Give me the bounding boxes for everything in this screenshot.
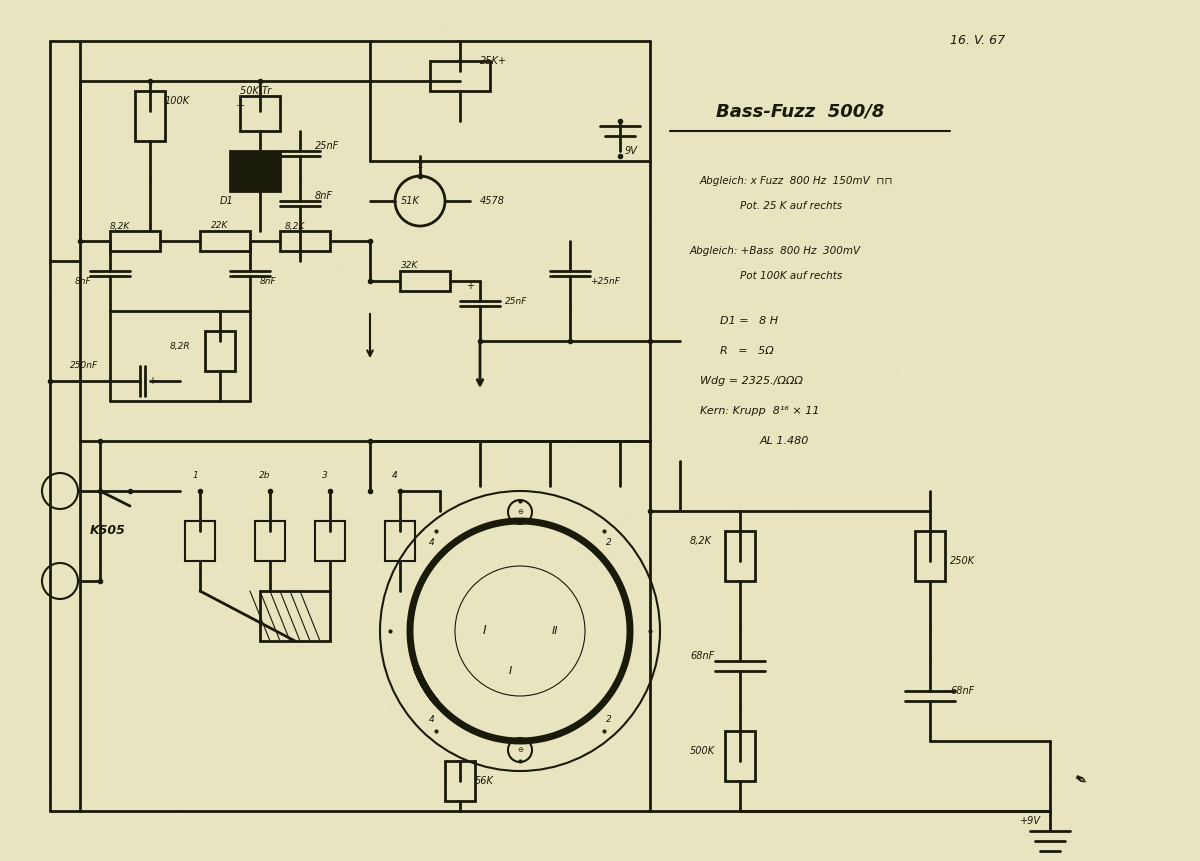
Text: 4: 4: [428, 715, 434, 724]
Bar: [256, 521, 286, 561]
Text: 8nF: 8nF: [260, 276, 277, 286]
Text: ⊖: ⊖: [517, 509, 523, 515]
Text: +: +: [148, 376, 156, 386]
Text: 32K: 32K: [401, 262, 419, 270]
Text: ✒: ✒: [1069, 770, 1091, 792]
Bar: [445, 761, 475, 801]
Text: 250nF: 250nF: [70, 362, 98, 370]
Text: 2b: 2b: [259, 472, 271, 480]
Text: 100K: 100K: [166, 96, 190, 106]
Text: +: +: [466, 281, 474, 291]
Text: 8,2K: 8,2K: [110, 221, 130, 231]
Text: 8nF: 8nF: [314, 191, 334, 201]
Text: Wdg = 2325./ΩΩΩ: Wdg = 2325./ΩΩΩ: [700, 376, 803, 386]
Bar: [260, 591, 330, 641]
Text: 68nF: 68nF: [950, 686, 974, 696]
Text: 1: 1: [192, 472, 198, 480]
Text: 4578: 4578: [480, 196, 505, 206]
Text: Bass-Fuzz  500/8: Bass-Fuzz 500/8: [716, 102, 884, 120]
Text: R   =   5Ω: R = 5Ω: [720, 346, 774, 356]
Bar: [430, 61, 490, 91]
Text: Abgleich: x Fuzz  800 Hz  150mV  ⊓⊓: Abgleich: x Fuzz 800 Hz 150mV ⊓⊓: [700, 176, 894, 186]
Text: Abgleich: +Bass  800 Hz  300mV: Abgleich: +Bass 800 Hz 300mV: [690, 246, 862, 256]
Text: 25K+: 25K+: [480, 56, 508, 66]
Text: 250K: 250K: [950, 556, 976, 566]
Bar: [200, 231, 250, 251]
Bar: [134, 91, 166, 141]
Text: 50K Tr: 50K Tr: [240, 86, 271, 96]
Text: Pot 100K auf rechts: Pot 100K auf rechts: [740, 271, 842, 281]
Text: Pot. 25 K auf rechts: Pot. 25 K auf rechts: [740, 201, 842, 211]
Bar: [230, 151, 280, 191]
Text: 2: 2: [606, 538, 611, 547]
Text: 4: 4: [392, 472, 398, 480]
Text: 8,2R: 8,2R: [170, 342, 191, 350]
Text: 25nF: 25nF: [314, 141, 340, 151]
Text: 2: 2: [606, 715, 611, 724]
Text: D1 =   8 H: D1 = 8 H: [720, 316, 778, 326]
Bar: [185, 521, 215, 561]
Text: 51K: 51K: [401, 196, 420, 206]
Text: +9V: +9V: [1020, 816, 1040, 826]
Bar: [385, 521, 415, 561]
Bar: [110, 231, 160, 251]
Text: AL 1.480: AL 1.480: [760, 436, 809, 446]
Text: 25nF: 25nF: [505, 296, 527, 306]
Text: 500K: 500K: [690, 746, 715, 756]
Text: 16. V. 67: 16. V. 67: [950, 34, 1006, 47]
Text: 56K: 56K: [475, 776, 494, 786]
Bar: [205, 331, 235, 371]
Bar: [240, 96, 280, 131]
Text: +: +: [235, 101, 245, 111]
Bar: [725, 531, 755, 581]
Bar: [725, 731, 755, 781]
Text: 4: 4: [428, 538, 434, 547]
Text: 68nF: 68nF: [690, 651, 714, 661]
Text: D1: D1: [220, 196, 234, 206]
Text: +25nF: +25nF: [590, 276, 620, 286]
Text: K505: K505: [90, 524, 126, 537]
Text: 22K: 22K: [211, 221, 229, 231]
Text: Kern: Krupp  8¹⁶ × 11: Kern: Krupp 8¹⁶ × 11: [700, 406, 820, 416]
Text: 9V: 9V: [625, 146, 638, 156]
Text: 8nF: 8nF: [74, 276, 91, 286]
Text: ⊖: ⊖: [517, 747, 523, 753]
Text: 8,2K: 8,2K: [690, 536, 712, 546]
Bar: [400, 271, 450, 291]
Text: x: x: [418, 162, 422, 170]
Text: I: I: [509, 666, 511, 676]
Text: 3: 3: [322, 472, 328, 480]
Bar: [280, 231, 330, 251]
Text: 8,2K: 8,2K: [284, 221, 305, 231]
Text: II: II: [552, 626, 558, 636]
Bar: [314, 521, 346, 561]
Text: I: I: [484, 624, 487, 637]
Bar: [916, 531, 946, 581]
